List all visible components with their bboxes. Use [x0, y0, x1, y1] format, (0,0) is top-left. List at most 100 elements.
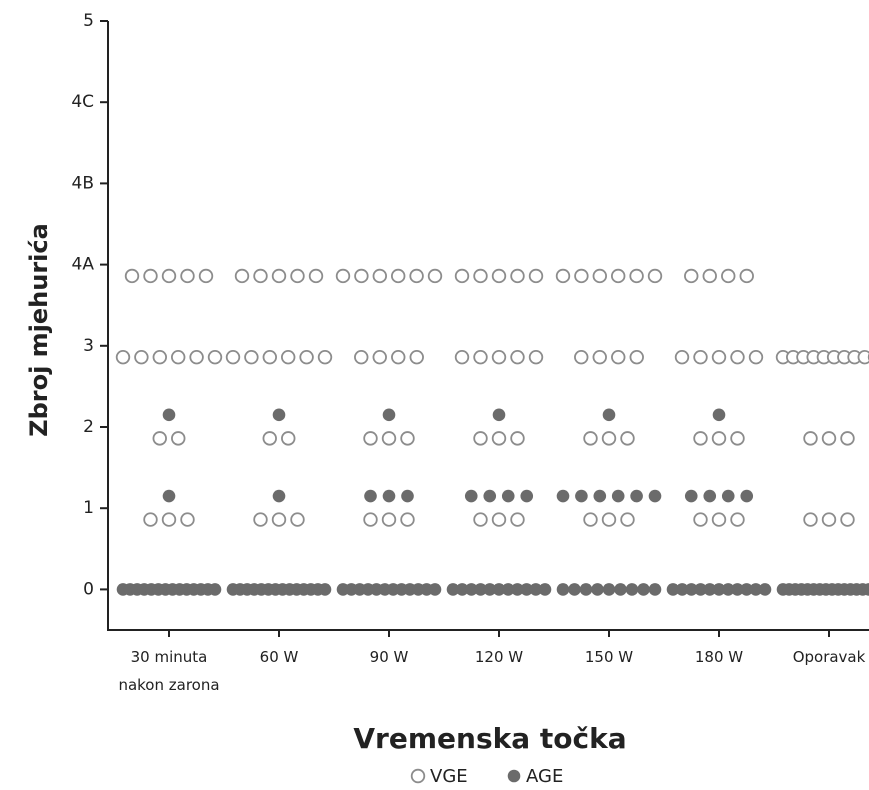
dot — [354, 268, 369, 284]
dot — [372, 268, 388, 284]
dot — [592, 268, 608, 284]
dot — [272, 408, 286, 422]
dot — [491, 512, 507, 527]
dot — [409, 349, 424, 365]
legend-label: AGE — [526, 766, 563, 787]
legend-marker — [410, 768, 426, 784]
dot — [711, 512, 727, 527]
dot — [318, 583, 332, 596]
y-tick-label: 4A — [72, 255, 95, 275]
dot — [579, 583, 593, 596]
dot — [666, 583, 680, 596]
dot — [381, 431, 397, 446]
dot — [601, 512, 617, 527]
dot — [401, 489, 414, 503]
dot — [372, 349, 387, 365]
x-tick-label: 120 W — [474, 648, 524, 666]
dot — [840, 512, 855, 527]
dot — [124, 268, 140, 284]
dot — [703, 583, 717, 596]
dot — [840, 431, 855, 446]
dot — [611, 489, 625, 503]
dot — [583, 431, 598, 446]
x-tick-label: 90 W — [369, 648, 409, 666]
x-tick-label: 150 W — [584, 648, 634, 666]
dot — [821, 431, 837, 446]
dot — [647, 268, 663, 284]
dot — [253, 268, 268, 284]
x-tick-label: Oporavak — [792, 648, 866, 666]
dot — [675, 583, 689, 596]
dot — [262, 349, 278, 365]
dot — [492, 583, 506, 596]
dot — [271, 268, 287, 284]
dot — [748, 349, 764, 365]
dot — [454, 349, 470, 365]
dot — [740, 583, 753, 596]
dot — [611, 349, 626, 365]
dot — [749, 583, 763, 596]
dot — [409, 268, 424, 284]
dot — [308, 268, 324, 284]
dot — [520, 583, 533, 596]
dot — [857, 349, 869, 365]
dot — [473, 268, 488, 284]
dot — [620, 431, 635, 446]
dot — [382, 489, 396, 503]
dot — [712, 583, 726, 596]
dot — [703, 489, 717, 503]
dot — [364, 489, 377, 503]
dot — [721, 489, 735, 503]
dot — [335, 268, 351, 284]
dot — [501, 583, 515, 596]
dot — [272, 489, 286, 503]
dot — [684, 268, 699, 284]
x-tick-label: 60 W — [259, 648, 299, 666]
dot — [244, 349, 259, 365]
dot — [271, 512, 287, 527]
dot — [491, 349, 507, 365]
dot — [739, 268, 754, 284]
dot — [473, 431, 488, 446]
dot — [317, 349, 333, 365]
dot — [207, 349, 223, 365]
dot — [528, 349, 544, 365]
dot — [161, 512, 177, 527]
dot — [629, 349, 644, 365]
dot — [474, 583, 487, 596]
x-axis-title: Vremenska točka — [353, 722, 626, 755]
dot — [693, 349, 708, 365]
dot — [721, 583, 735, 596]
dot — [803, 512, 818, 527]
dot — [593, 489, 607, 503]
dot — [520, 489, 534, 503]
dot — [629, 268, 644, 284]
dot — [491, 268, 507, 284]
dot — [591, 583, 604, 596]
dot — [592, 349, 607, 365]
dot — [162, 408, 176, 422]
legend-marker — [507, 769, 521, 783]
dot — [162, 489, 176, 503]
y-tick-label: 4C — [71, 92, 94, 112]
dot — [556, 583, 570, 596]
dot — [575, 489, 588, 503]
dot — [574, 268, 589, 284]
dot — [721, 268, 736, 284]
dot — [583, 512, 598, 527]
dot — [171, 431, 186, 446]
dot — [684, 489, 698, 503]
dot — [400, 512, 415, 527]
dot — [529, 583, 543, 596]
dot — [568, 583, 581, 596]
dot — [381, 512, 397, 527]
dot — [354, 349, 369, 365]
dot — [152, 431, 167, 446]
dot — [198, 268, 214, 284]
dot — [491, 431, 507, 446]
dot — [574, 349, 589, 365]
y-tick-label: 4B — [72, 173, 94, 193]
dot — [427, 268, 443, 284]
dot — [281, 349, 296, 365]
